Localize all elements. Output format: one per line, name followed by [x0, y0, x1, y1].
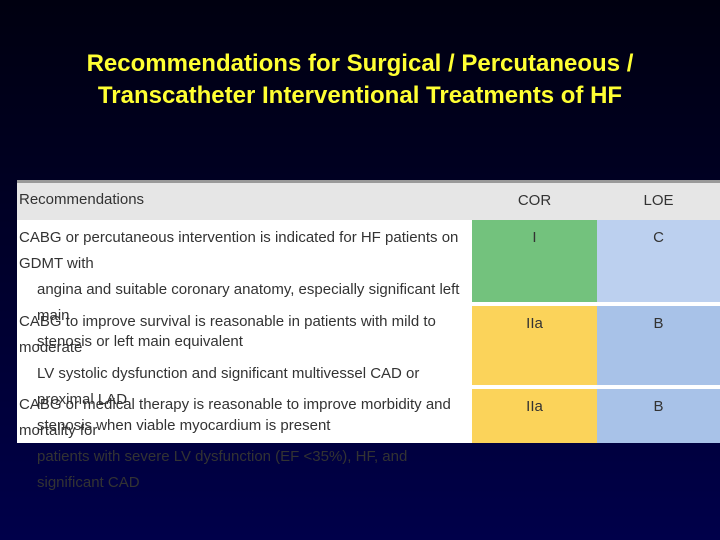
- title-line: Transcatheter Interventional Treatments …: [97, 82, 623, 109]
- table-row: CABG or percutaneous intervention is ind…: [17, 220, 720, 350]
- cor-cell: I: [472, 220, 597, 302]
- cor-cell: IIa: [472, 304, 597, 385]
- loe-cell: B: [597, 304, 720, 385]
- text-line: CABG to improve survival is reasonable i…: [19, 313, 436, 356]
- header-row: Recommendations COR LOE: [17, 180, 720, 220]
- text-line: CABG or medical therapy is reasonable to…: [19, 396, 451, 439]
- recommendation-cell: CABG or medical therapy is reasonable to…: [17, 387, 472, 491]
- recommendation-cell: CABG to improve survival is reasonable i…: [17, 304, 472, 434]
- text-line: patients with severe LV dysfunction (EF …: [37, 448, 408, 491]
- text-line: CABG or percutaneous intervention is ind…: [19, 229, 459, 272]
- table-row: CABG or medical therapy is reasonable to…: [17, 387, 720, 491]
- table: Recommendations COR LOE CABG or percutan…: [17, 180, 720, 491]
- title-line: Recommendations for Surgical / Percutane…: [86, 50, 634, 77]
- title: Recommendations for Surgical / Percutane…: [0, 48, 720, 112]
- text-line: stenosis or left main equivalent: [37, 333, 243, 350]
- text-line: stenosis when viable myocardium is prese…: [37, 417, 331, 434]
- header-cell: COR: [517, 192, 552, 209]
- table-row: CABG to improve survival is reasonable i…: [17, 304, 720, 434]
- header-cell: Recommendations: [19, 191, 145, 208]
- header-cell: LOE: [643, 192, 674, 209]
- recommendation-cell: CABG or percutaneous intervention is ind…: [17, 220, 472, 350]
- loe-cell: C: [597, 220, 720, 302]
- text-line: LV systolic dysfunction and significant …: [37, 365, 420, 408]
- loe-cell: B: [597, 387, 720, 443]
- text-line: angina and suitable coronary anatomy, es…: [37, 281, 460, 324]
- cor-cell: IIa: [472, 387, 597, 443]
